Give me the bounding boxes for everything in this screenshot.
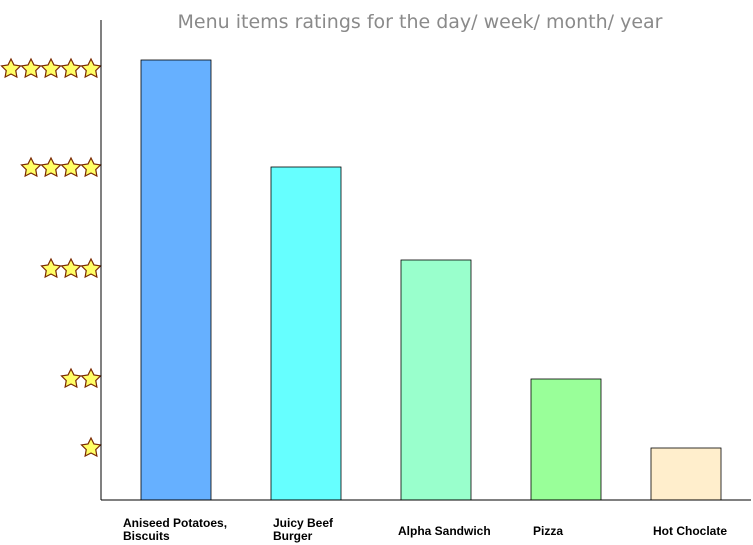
star-icon <box>60 57 82 79</box>
star-icon <box>60 257 82 279</box>
star-icon <box>40 156 62 178</box>
bar-1 <box>140 59 212 501</box>
category-label-4: Pizza <box>533 524 563 538</box>
bar-2 <box>270 166 342 501</box>
star-icon <box>40 57 62 79</box>
star-icon <box>80 257 102 279</box>
star-icon <box>20 156 42 178</box>
star-icon <box>20 57 42 79</box>
rating-tick-2-stars <box>60 367 102 389</box>
category-label-3: Alpha Sandwich <box>398 524 491 538</box>
category-label-2: Juicy Beef Burger <box>273 516 334 543</box>
category-label-5: Hot Choclate <box>653 524 727 538</box>
chart-title: Menu items ratings for the day/ week/ mo… <box>178 11 663 33</box>
star-icon <box>80 367 102 389</box>
star-icon <box>80 156 102 178</box>
rating-tick-5-stars <box>0 57 102 79</box>
bars-group <box>140 59 722 501</box>
category-label-1: Aniseed Potatoes, Biscuits <box>123 516 227 543</box>
category-labels: Aniseed Potatoes, Biscuits Juicy Beef Burge… <box>123 516 727 543</box>
bar-4 <box>530 378 602 501</box>
star-icon <box>80 57 102 79</box>
rating-tick-1-stars <box>80 436 102 458</box>
star-icon <box>60 156 82 178</box>
bar-5 <box>650 447 722 501</box>
star-icon <box>0 57 22 79</box>
y-axis-star-ticks <box>0 57 102 458</box>
bar-3 <box>400 259 472 501</box>
star-icon <box>60 367 82 389</box>
star-icon <box>40 257 62 279</box>
rating-tick-4-stars <box>20 156 102 178</box>
star-icon <box>80 436 102 458</box>
rating-tick-3-stars <box>40 257 102 279</box>
